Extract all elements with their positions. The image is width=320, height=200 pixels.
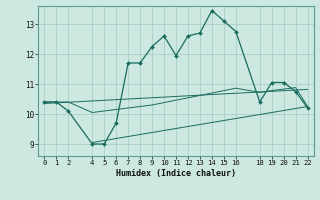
X-axis label: Humidex (Indice chaleur): Humidex (Indice chaleur): [116, 169, 236, 178]
